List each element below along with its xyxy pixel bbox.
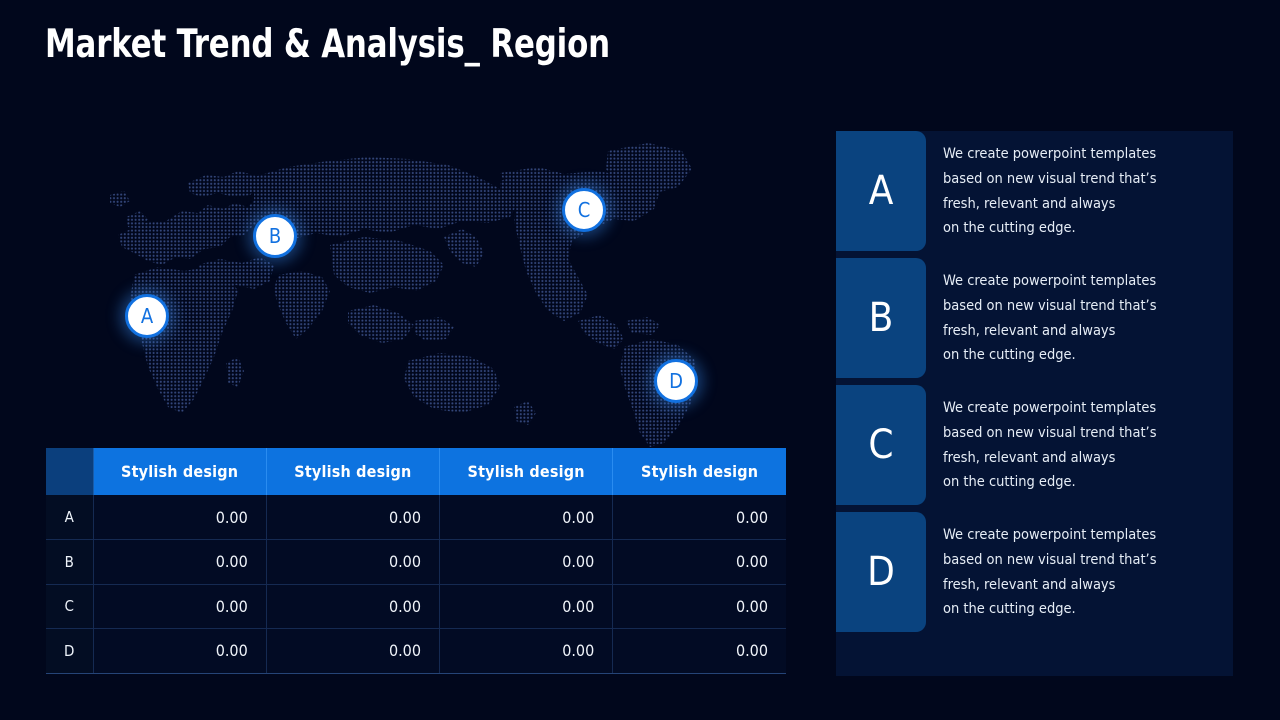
map-marker-c[interactable]: C <box>562 188 606 232</box>
table-row: D 0.00 0.00 0.00 0.00 <box>46 628 786 674</box>
table-cell: 0.00 <box>612 539 786 585</box>
map-marker-b[interactable]: B <box>253 214 297 258</box>
table-row-label: B <box>46 539 94 585</box>
table-cell: 0.00 <box>266 628 441 674</box>
table-cell: 0.00 <box>93 628 267 674</box>
table-cell: 0.00 <box>439 628 614 674</box>
info-card-text: We create powerpoint templates based on … <box>943 400 1157 491</box>
info-card-b[interactable]: B We create powerpoint templates based on… <box>836 258 1233 385</box>
map-marker-label: D <box>669 369 683 393</box>
table-header-row: Stylish design Stylish design Stylish desi… <box>46 448 786 495</box>
data-table: Stylish design Stylish design Stylish desi… <box>46 448 786 674</box>
page-title: Market Trend & Analysis_ Region <box>45 22 610 67</box>
table-cell: 0.00 <box>439 495 614 540</box>
info-panel: A We create powerpoint templates based on… <box>836 131 1233 676</box>
info-card-c[interactable]: C We create powerpoint templates based on… <box>836 385 1233 512</box>
table-column-header[interactable]: Stylish design <box>439 448 614 495</box>
table-head: Stylish design Stylish design Stylish desi… <box>46 448 786 495</box>
table-row-label: C <box>46 584 94 629</box>
map-marker-label: A <box>140 304 154 328</box>
table-cell: 0.00 <box>93 539 267 585</box>
info-card-badge: B <box>836 258 926 378</box>
map-marker-d[interactable]: D <box>654 359 698 403</box>
table-cell: 0.00 <box>439 584 614 629</box>
info-card-text: We create powerpoint templates based on … <box>943 273 1157 364</box>
info-card-text: We create powerpoint templates based on … <box>943 146 1157 237</box>
map-marker-a[interactable]: A <box>125 294 169 338</box>
table-row: B 0.00 0.00 0.00 0.00 <box>46 539 786 585</box>
map-marker-label: B <box>268 224 282 248</box>
table-cell: 0.00 <box>612 584 786 629</box>
info-card-d[interactable]: D We create powerpoint templates based on… <box>836 512 1233 639</box>
table-row: A 0.00 0.00 0.00 0.00 <box>46 495 786 540</box>
info-card-badge: D <box>836 512 926 632</box>
table-corner-header <box>46 448 94 495</box>
table-row-label: D <box>46 628 94 674</box>
info-card-badge: C <box>836 385 926 505</box>
table-column-header[interactable]: Stylish design <box>93 448 267 495</box>
table-cell: 0.00 <box>266 584 441 629</box>
info-card-text: We create powerpoint templates based on … <box>943 527 1157 618</box>
table-cell: 0.00 <box>93 584 267 629</box>
info-card-a[interactable]: A We create powerpoint templates based on… <box>836 131 1233 258</box>
map-marker-label: C <box>577 198 591 222</box>
table-row: C 0.00 0.00 0.00 0.00 <box>46 584 786 629</box>
table-cell: 0.00 <box>439 539 614 585</box>
table-cell: 0.00 <box>612 628 786 674</box>
table-column-header[interactable]: Stylish design <box>266 448 441 495</box>
table-cell: 0.00 <box>266 495 441 540</box>
table-body: A 0.00 0.00 0.00 0.00 B 0.00 0.00 0.00 0.00 C 0.00 0… <box>46 495 786 674</box>
table-cell: 0.00 <box>612 495 786 540</box>
table-cell: 0.00 <box>266 539 441 585</box>
table-column-header[interactable]: Stylish design <box>612 448 786 495</box>
table-row-label: A <box>46 495 94 540</box>
info-card-badge: A <box>836 131 926 251</box>
table-cell: 0.00 <box>93 495 267 540</box>
